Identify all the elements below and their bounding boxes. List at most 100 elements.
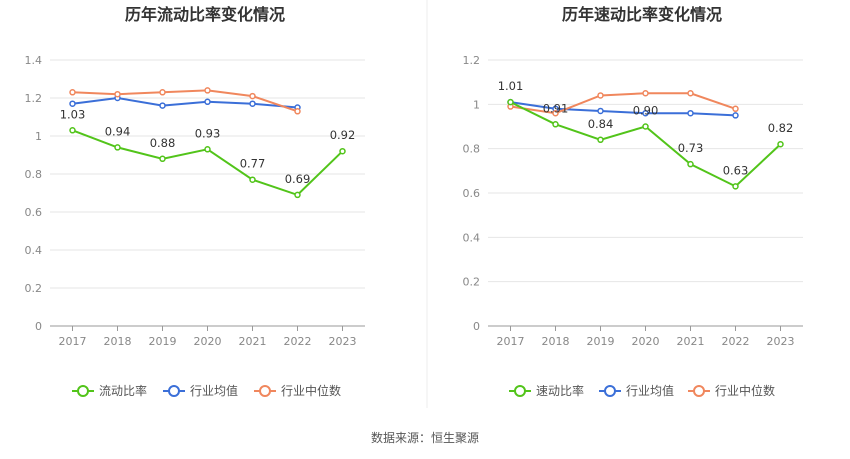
x-tick-label: 2018 (104, 335, 132, 348)
y-tick-label: 1.4 (25, 54, 43, 67)
data-point-industry_avg (732, 112, 739, 119)
series-line-industry_median (72, 89, 298, 113)
data-point-industry_avg (687, 109, 694, 117)
data-point-primary (732, 183, 739, 190)
y-tick-label: 1.2 (25, 92, 43, 105)
legend-label: 流动比率 (99, 383, 147, 398)
legend-label: 速动比率 (536, 383, 584, 398)
x-tick-label: 2022 (284, 335, 312, 348)
data-point-primary (204, 146, 211, 153)
x-tick-label: 2020 (632, 335, 660, 348)
chart-title: 历年速动比率变化情况 (562, 5, 722, 24)
series-line-industry_median (510, 92, 736, 115)
data-label: 0.91 (543, 101, 569, 115)
legend-marker-icon (168, 385, 180, 397)
data-label: 1.03 (60, 107, 86, 121)
data-point-industry_avg (159, 102, 166, 109)
y-tick-label: 0.4 (25, 244, 43, 257)
data-point-industry_avg (69, 100, 76, 107)
data-point-industry_median (204, 87, 211, 94)
legend-marker-icon (693, 385, 705, 397)
legend-marker-icon (259, 385, 271, 397)
data-label: 0.63 (723, 163, 749, 177)
data-point-primary (294, 191, 301, 199)
data-point-primary (69, 127, 76, 134)
y-tick-label: 0.6 (25, 206, 43, 219)
x-tick-label: 2019 (587, 335, 615, 348)
data-point-industry_median (642, 90, 649, 97)
data-point-industry_median (687, 90, 694, 97)
data-point-primary (249, 176, 256, 183)
y-tick-label: 0.2 (25, 282, 43, 295)
data-label: 1.01 (498, 79, 524, 93)
series-line-industry_avg (510, 101, 736, 117)
data-point-industry_median (552, 109, 559, 117)
data-label: 0.94 (105, 124, 131, 138)
data-point-primary (687, 160, 694, 168)
data-point-primary (339, 147, 346, 155)
x-tick-label: 2019 (149, 335, 177, 348)
data-point-industry_median (294, 108, 301, 115)
y-tick-label: 0.4 (463, 231, 481, 244)
x-tick-label: 2020 (194, 335, 222, 348)
legend-item-industry_median[interactable]: 行业中位数 (688, 383, 775, 398)
y-tick-label: 0.8 (25, 168, 43, 181)
x-tick-label: 2021 (239, 335, 267, 348)
chart-panel-1: 历年流动比率变化情况 0 0.2 0.4 0.6 0.8 1 1.2 1.4 2017 2018 20… (25, 5, 365, 398)
legend-marker-icon (514, 385, 526, 397)
legend-item-primary[interactable]: 流动比率 (72, 383, 147, 398)
chart-title: 历年流动比率变化情况 (125, 5, 285, 24)
x-tick-label: 2022 (722, 335, 750, 348)
legend-item-industry_median[interactable]: 行业中位数 (254, 383, 341, 398)
data-source-text: 数据来源：恒生聚源 (370, 431, 479, 445)
x-tick-label: 2023 (767, 335, 795, 348)
y-tick-label: 1 (473, 98, 480, 111)
legend-label: 行业中位数 (715, 383, 775, 398)
data-point-primary (642, 123, 649, 130)
data-point-primary (507, 98, 514, 106)
chart-panel-2: 历年速动比率变化情况 0 0.2 0.4 0.6 0.8 1 1.2 2017 2018 2019 2… (463, 5, 803, 398)
data-point-industry_avg (249, 100, 256, 107)
data-point-primary (114, 144, 121, 151)
data-point-primary (777, 140, 784, 148)
data-point-industry_avg (204, 98, 211, 106)
y-tick-label: 0 (473, 320, 480, 333)
x-tick-label: 2021 (677, 335, 705, 348)
y-tick-label: 1.2 (463, 54, 481, 67)
data-label: 0.88 (150, 136, 176, 150)
legend-marker-icon (604, 385, 616, 397)
data-label: 0.82 (768, 121, 794, 135)
legend-label: 行业均值 (190, 383, 238, 398)
data-point-industry_median (159, 89, 166, 96)
legend-item-primary[interactable]: 速动比率 (509, 383, 584, 398)
x-tick-label: 2017 (59, 335, 87, 348)
data-point-industry_median (114, 90, 121, 98)
y-tick-label: 0.8 (463, 143, 481, 156)
data-label: 0.73 (678, 141, 704, 155)
data-label: 0.90 (633, 104, 659, 118)
data-point-primary (552, 121, 559, 128)
legend-label: 行业均值 (626, 383, 674, 398)
data-point-primary (597, 136, 604, 144)
data-point-industry_median (249, 92, 256, 100)
x-tick-label: 2018 (542, 335, 570, 348)
legend-marker-icon (77, 385, 89, 397)
y-tick-label: 0 (35, 320, 42, 333)
y-tick-label: 0.2 (463, 276, 481, 289)
data-point-primary (159, 155, 166, 163)
data-label: 0.69 (285, 172, 311, 186)
legend-item-industry_avg[interactable]: 行业均值 (599, 383, 674, 398)
data-label: 0.93 (195, 126, 221, 140)
data-point-industry_median (597, 92, 604, 99)
y-tick-label: 0.6 (463, 187, 481, 200)
data-label: 0.77 (240, 157, 266, 171)
x-tick-label: 2017 (497, 335, 525, 348)
data-label: 0.92 (330, 128, 356, 142)
legend-item-industry_avg[interactable]: 行业均值 (163, 383, 238, 398)
data-point-industry_median (732, 105, 739, 113)
data-point-industry_avg (642, 109, 649, 117)
data-label: 0.84 (588, 117, 614, 131)
series-line-industry_avg (72, 96, 298, 109)
y-tick-label: 1 (35, 130, 42, 143)
